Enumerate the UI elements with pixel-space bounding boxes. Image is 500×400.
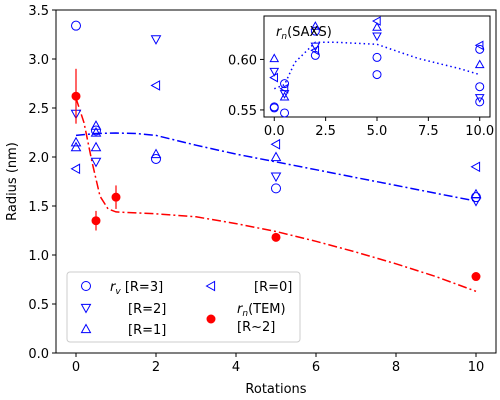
inset-data-point <box>372 32 382 42</box>
data-point <box>91 125 101 136</box>
inset-data-point <box>371 16 381 26</box>
inset-data-point <box>372 22 382 31</box>
inset-title: rn(SAXS) <box>276 25 332 42</box>
data-point <box>270 138 281 150</box>
y-tick-label: 1.5 <box>28 200 49 215</box>
data-point <box>90 157 102 168</box>
y-axis-label: Radius (nm) <box>5 142 20 221</box>
inset-data-point <box>269 72 278 83</box>
inset-data-point <box>280 79 290 89</box>
inset-data-point <box>310 45 320 56</box>
legend-marker-r2 <box>80 303 92 314</box>
x-tick-label: 6 <box>312 360 320 375</box>
y-tick-label: 1.0 <box>28 249 49 264</box>
legend-label-rv: rv [R=3] <box>110 280 163 297</box>
data-point <box>270 172 282 183</box>
inset-data-point <box>279 91 290 101</box>
data-point <box>111 192 121 202</box>
y-tick-label: 2.0 <box>28 151 49 166</box>
legend-marker-r1 <box>80 323 92 334</box>
legend-label-r1: [R=1] <box>128 323 166 338</box>
data-point <box>271 183 281 194</box>
data-point <box>150 80 161 91</box>
fit-line-main-0 <box>75 132 477 202</box>
legend-marker-r0 <box>205 280 216 292</box>
inset-data-point <box>474 59 485 69</box>
inset-x-tick-label: 0.0 <box>264 124 285 139</box>
data-point <box>470 188 482 199</box>
data-point <box>90 120 102 130</box>
data-point <box>271 232 281 242</box>
inset-x-tick-label: 10.0 <box>465 124 494 139</box>
inset-y-tick-label: 0.60 <box>228 53 257 68</box>
inset-x-tick-label: 7.5 <box>418 124 439 139</box>
x-tick-label: 8 <box>392 360 400 375</box>
data-point <box>71 91 81 101</box>
data-point <box>150 35 162 45</box>
data-point <box>71 20 81 31</box>
legend-marker-tem <box>206 314 216 324</box>
x-tick-label: 2 <box>152 360 160 375</box>
inset-data-point <box>475 97 485 107</box>
legend-label-r0: [R=0] <box>254 280 292 295</box>
inset-data-point <box>474 40 484 51</box>
inset-y-tick-label: 0.55 <box>228 104 257 119</box>
data-point <box>471 272 481 282</box>
inset-data-point <box>269 103 279 113</box>
data-point <box>70 141 82 152</box>
legend-marker-rv <box>81 281 91 291</box>
x-tick-label: 10 <box>468 360 485 375</box>
legend-box <box>66 271 301 343</box>
inset-x-tick-label: 5.0 <box>367 124 388 139</box>
data-point <box>91 216 101 226</box>
data-point <box>470 161 481 173</box>
inset-data-point <box>372 70 382 80</box>
inset-data-point <box>269 53 280 63</box>
x-axis-label: Rotations <box>245 382 306 397</box>
data-point <box>70 163 81 175</box>
legend-label-tem-sub: [R~2] <box>237 320 275 335</box>
y-tick-label: 3.5 <box>28 4 49 19</box>
plot-frame <box>55 9 497 354</box>
y-tick-label: 0.0 <box>28 347 49 362</box>
inset-data-point <box>475 44 485 54</box>
y-tick-label: 3.0 <box>28 53 49 68</box>
inset-data-point <box>310 26 320 36</box>
data-point <box>70 136 82 147</box>
inset-x-tick-label: 2.5 <box>315 124 336 139</box>
y-tick-label: 2.5 <box>28 102 49 117</box>
data-point <box>270 151 282 162</box>
data-point <box>151 153 161 164</box>
inset-data-point <box>280 108 290 118</box>
legend-label-r2: [R=2] <box>128 302 166 317</box>
inset-data-point <box>474 94 485 103</box>
inset-fit-line-0 <box>274 41 480 90</box>
x-tick-label: 4 <box>232 360 240 375</box>
y-tick-label: 0.5 <box>28 298 49 313</box>
inset-data-point <box>372 52 382 62</box>
x-tick-label: 0 <box>72 360 80 375</box>
data-point <box>150 148 162 159</box>
inset-data-point <box>269 67 280 77</box>
inset-data-point <box>279 83 289 94</box>
inset-data-point <box>475 82 485 92</box>
legend-label-tem: rn(TEM) <box>237 302 286 319</box>
inset-data-point <box>310 21 321 30</box>
data-point <box>90 141 102 152</box>
inset-data-point <box>310 50 320 60</box>
data-point <box>90 126 102 137</box>
